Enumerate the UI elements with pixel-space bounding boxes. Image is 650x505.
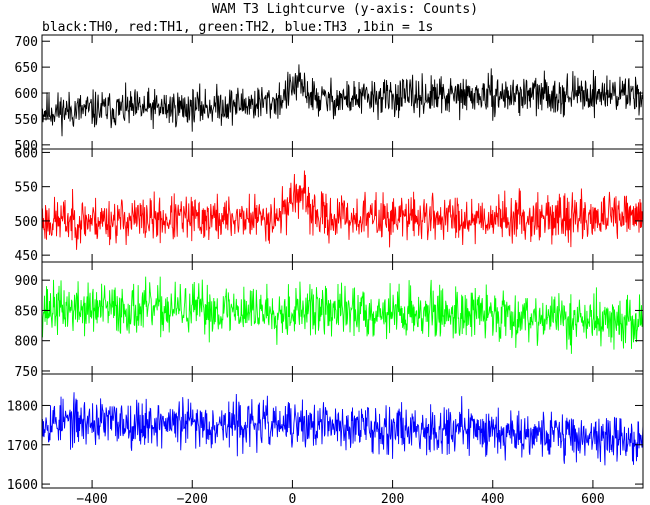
series-line-th1 (41, 170, 644, 250)
x-axis-tick-labels: −400 −200 0 200 400 600 (76, 492, 604, 505)
y-tick-label: 650 (15, 61, 38, 76)
y-tick-label: 500 (15, 215, 38, 230)
chart-title: WAM T3 Lightcurve (y-axis: Counts) (212, 2, 478, 17)
panel-frame (41, 373, 644, 489)
y-tick-label: 600 (15, 146, 38, 161)
y-tick-label: 600 (15, 87, 38, 102)
y-tick-label: 450 (15, 249, 38, 264)
x-tick-label: −200 (177, 492, 208, 505)
panel-th2: 750 800 850 900 (15, 261, 644, 380)
y-tick-label: 900 (15, 274, 38, 289)
y-tick-label: 550 (15, 113, 38, 128)
x-tick-label: 400 (481, 492, 504, 505)
series-line-th2 (41, 276, 644, 354)
y-tick-label: 1600 (7, 478, 38, 493)
x-tick-label: −400 (76, 492, 107, 505)
panels-group: 500 550 600 650 700 450 500 550 600 750 800 850 900 1… (7, 34, 644, 493)
y-tick-label: 500 (15, 139, 38, 154)
y-tick-label: 550 (15, 181, 38, 196)
panel-th1: 450 500 550 600 (15, 146, 644, 264)
series-line-th0 (41, 64, 644, 137)
x-tick-label: 0 (289, 492, 297, 505)
x-tick-label: 600 (581, 492, 604, 505)
series-line-th3 (41, 392, 644, 466)
y-tick-label: 700 (15, 35, 38, 50)
y-tick-label: 1700 (7, 439, 38, 454)
y-tick-label: 850 (15, 304, 38, 319)
y-tick-label: 800 (15, 335, 38, 350)
panel-th3: 1600 1700 1800 (7, 373, 644, 493)
y-tick-label: 1800 (7, 399, 38, 414)
chart-subtitle: black:TH0, red:TH1, green:TH2, blue:TH3 … (42, 20, 433, 35)
x-tick-label: 200 (381, 492, 404, 505)
panel-th0: 500 550 600 650 700 (15, 34, 644, 154)
y-tick-label: 750 (15, 365, 38, 380)
